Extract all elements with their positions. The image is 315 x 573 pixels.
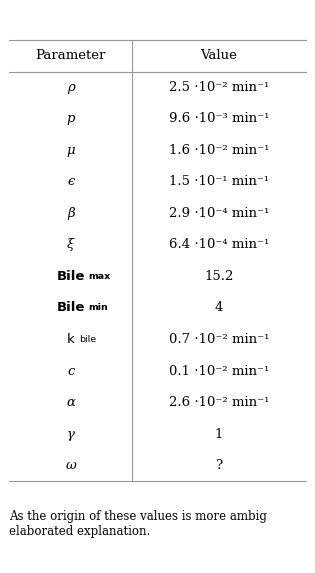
Text: max: max [88,272,111,281]
Text: min: min [88,304,108,312]
Text: 15.2: 15.2 [204,270,234,283]
Text: Parameter: Parameter [36,49,106,62]
Text: 2.6 ·10⁻² min⁻¹: 2.6 ·10⁻² min⁻¹ [169,396,269,409]
Text: k: k [67,333,75,346]
Text: ϵ: ϵ [67,175,75,189]
Text: ξ: ξ [67,238,75,252]
Text: 9.6 ·10⁻³ min⁻¹: 9.6 ·10⁻³ min⁻¹ [169,112,269,125]
Text: 1.6 ·10⁻² min⁻¹: 1.6 ·10⁻² min⁻¹ [169,144,269,157]
Text: p: p [67,112,75,125]
Text: 1: 1 [215,427,223,441]
Text: 0.1 ·10⁻² min⁻¹: 0.1 ·10⁻² min⁻¹ [169,364,269,378]
Text: 1.5 ·10⁻¹ min⁻¹: 1.5 ·10⁻¹ min⁻¹ [169,175,269,189]
Text: 2.9 ·10⁻⁴ min⁻¹: 2.9 ·10⁻⁴ min⁻¹ [169,207,269,220]
Text: ρ: ρ [67,81,75,94]
Text: β: β [67,207,75,220]
Text: μ: μ [66,144,75,157]
Text: ω: ω [66,459,76,472]
Text: c: c [67,364,75,378]
Text: Bile: Bile [57,301,85,315]
Text: 0.7 ·10⁻² min⁻¹: 0.7 ·10⁻² min⁻¹ [169,333,269,346]
Text: bile: bile [79,335,96,344]
Text: 2.5 ·10⁻² min⁻¹: 2.5 ·10⁻² min⁻¹ [169,81,269,94]
Text: ?: ? [215,459,222,472]
Text: γ: γ [67,427,75,441]
Text: 6.4 ·10⁻⁴ min⁻¹: 6.4 ·10⁻⁴ min⁻¹ [169,238,269,252]
Text: As the origin of these values is more ambig
elaborated explanation.: As the origin of these values is more am… [9,510,267,538]
Text: α: α [66,396,75,409]
Text: Bile: Bile [57,270,85,283]
Text: 4: 4 [215,301,223,315]
Text: Value: Value [200,49,238,62]
